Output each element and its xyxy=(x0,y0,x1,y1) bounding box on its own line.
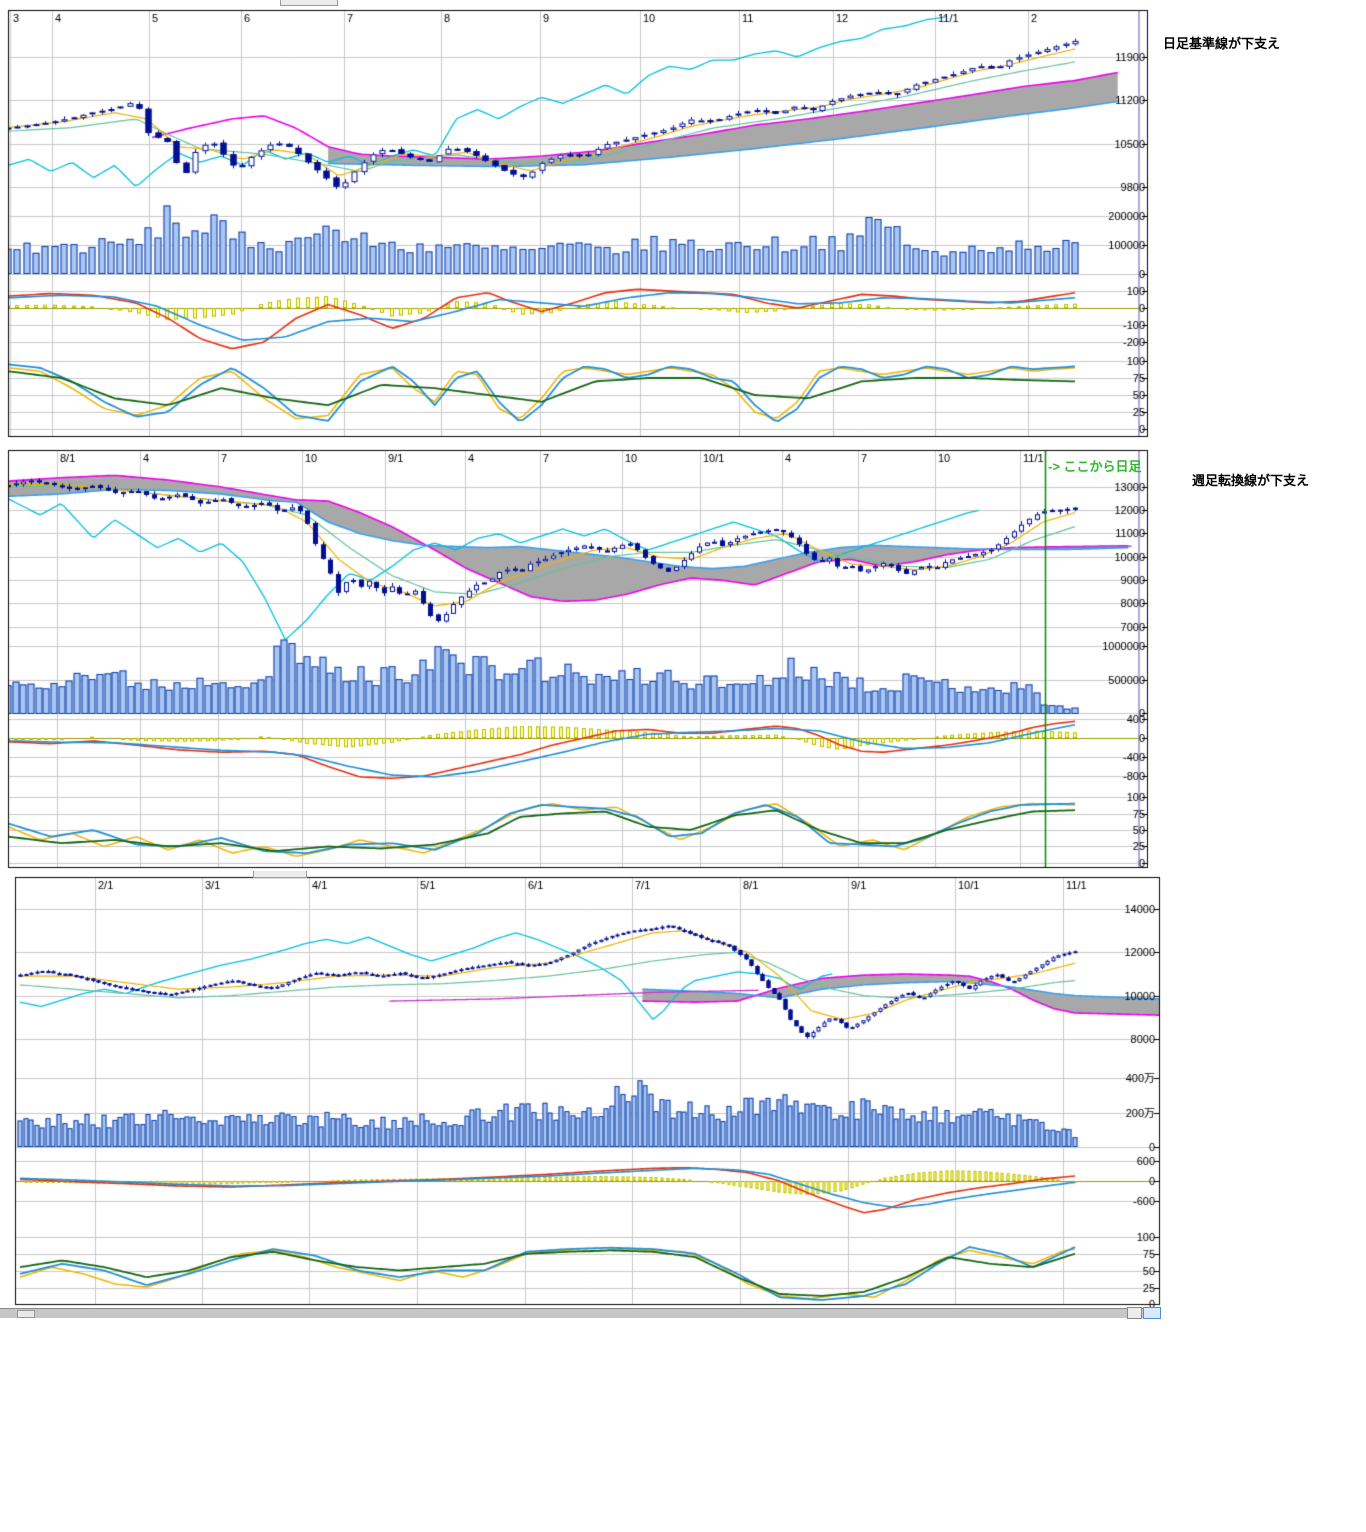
daily-annotation: 日足基準線が下支え xyxy=(1163,36,1281,51)
weekly-annotation: 週足転換線が下支え xyxy=(1192,473,1310,488)
scrollbar-left-button[interactable] xyxy=(1127,1307,1142,1319)
yearly-chart-canvas xyxy=(0,872,1366,1334)
cutoff-toolbar-button-middle[interactable] xyxy=(253,871,307,878)
weekly-chart-canvas xyxy=(0,445,1366,872)
daily-start-marker-label: -> ここから日足 xyxy=(1048,459,1142,474)
scrollbar-right-button[interactable] xyxy=(1143,1307,1161,1319)
cutoff-toolbar-button-top[interactable] xyxy=(280,0,338,6)
horizontal-scrollbar-thumb[interactable] xyxy=(17,1310,35,1318)
daily-chart-canvas xyxy=(0,0,1366,445)
horizontal-scrollbar-track[interactable] xyxy=(0,1308,1161,1318)
